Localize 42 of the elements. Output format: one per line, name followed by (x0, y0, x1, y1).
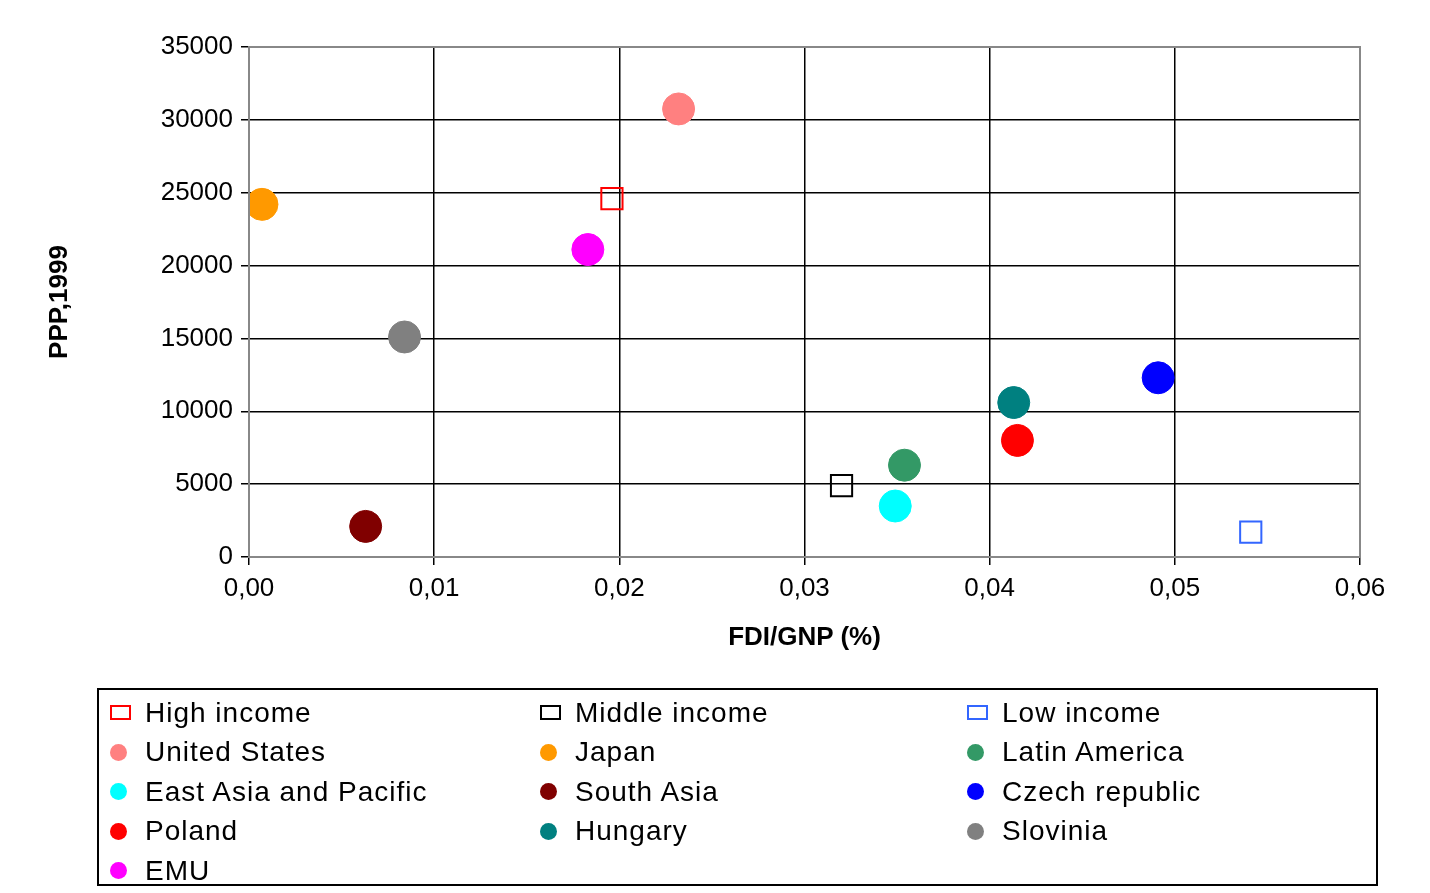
x-tick-label: 0,05 (1149, 571, 1201, 602)
legend-label: United States (145, 736, 327, 769)
legend-label: Latin America (1002, 736, 1185, 769)
point (600, 186, 624, 211)
point (878, 489, 912, 523)
y-tick-label: 5000 (175, 467, 233, 498)
legend-label: High income (145, 696, 312, 729)
legend-label: Slovinia (1002, 815, 1109, 848)
y-axis-title: PPP,1999 (42, 245, 73, 359)
point (571, 233, 605, 267)
point (1141, 361, 1175, 395)
legend-label: EMU (145, 854, 211, 887)
point (662, 92, 696, 126)
y-tick-label: 15000 (160, 321, 233, 352)
point (388, 320, 422, 354)
point (1239, 520, 1263, 544)
point (349, 509, 383, 543)
point (997, 386, 1031, 420)
y-tick-label: 10000 (160, 394, 233, 425)
legend-label: South Asia (575, 775, 719, 808)
x-axis-title: FDI/GNP (%) (728, 620, 881, 651)
y-tick-label: 30000 (160, 103, 233, 134)
y-tick-label: 20000 (160, 248, 233, 279)
point (1000, 423, 1034, 457)
x-tick-label: 0,06 (1334, 571, 1386, 602)
y-tick-label: 0 (218, 540, 233, 571)
legend-label: Czech republic (1002, 775, 1202, 808)
legend-label: East Asia and Pacific (145, 775, 428, 808)
x-tick-label: 0,02 (594, 571, 645, 602)
y-tick-label: 25000 (160, 175, 233, 206)
x-tick-label: 0,00 (223, 571, 275, 602)
legend-label: Poland (145, 815, 239, 848)
x-tick-label: 0,03 (779, 571, 830, 602)
legend-label: Low income (1002, 696, 1162, 729)
legend-label: Hungary (575, 815, 688, 848)
point (887, 448, 921, 482)
x-tick-label: 0,04 (964, 571, 1015, 602)
legend-label: Middle income (575, 696, 769, 729)
x-tick-label: 0,01 (408, 571, 460, 602)
y-tick-label: 35000 (160, 30, 233, 61)
point (829, 473, 854, 498)
legend-label: Japan (575, 736, 657, 769)
